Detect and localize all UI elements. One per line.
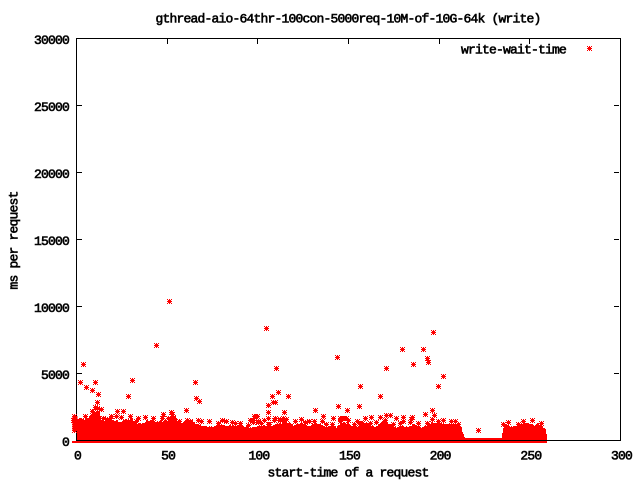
svg-text:300: 300	[611, 449, 632, 464]
svg-text:5000: 5000	[41, 368, 69, 383]
svg-text:20000: 20000	[34, 167, 69, 182]
svg-text:50: 50	[161, 449, 175, 464]
svg-text:30000: 30000	[34, 33, 69, 48]
svg-text:200: 200	[430, 449, 451, 464]
svg-text:ms per request: ms per request	[6, 191, 21, 289]
svg-text:10000: 10000	[34, 301, 69, 316]
svg-text:15000: 15000	[34, 234, 69, 249]
svg-text:100: 100	[248, 449, 269, 464]
svg-text:0: 0	[62, 435, 69, 450]
svg-text:250: 250	[520, 449, 541, 464]
svg-text:start-time of a request: start-time of a request	[267, 465, 428, 480]
svg-text:gthread-aio-64thr-100con-5000r: gthread-aio-64thr-100con-5000req-10M-of-…	[155, 11, 540, 26]
svg-text:write-wait-time: write-wait-time	[461, 42, 566, 57]
svg-text:150: 150	[339, 449, 360, 464]
svg-text:25000: 25000	[34, 100, 69, 115]
svg-text:0: 0	[74, 449, 81, 464]
